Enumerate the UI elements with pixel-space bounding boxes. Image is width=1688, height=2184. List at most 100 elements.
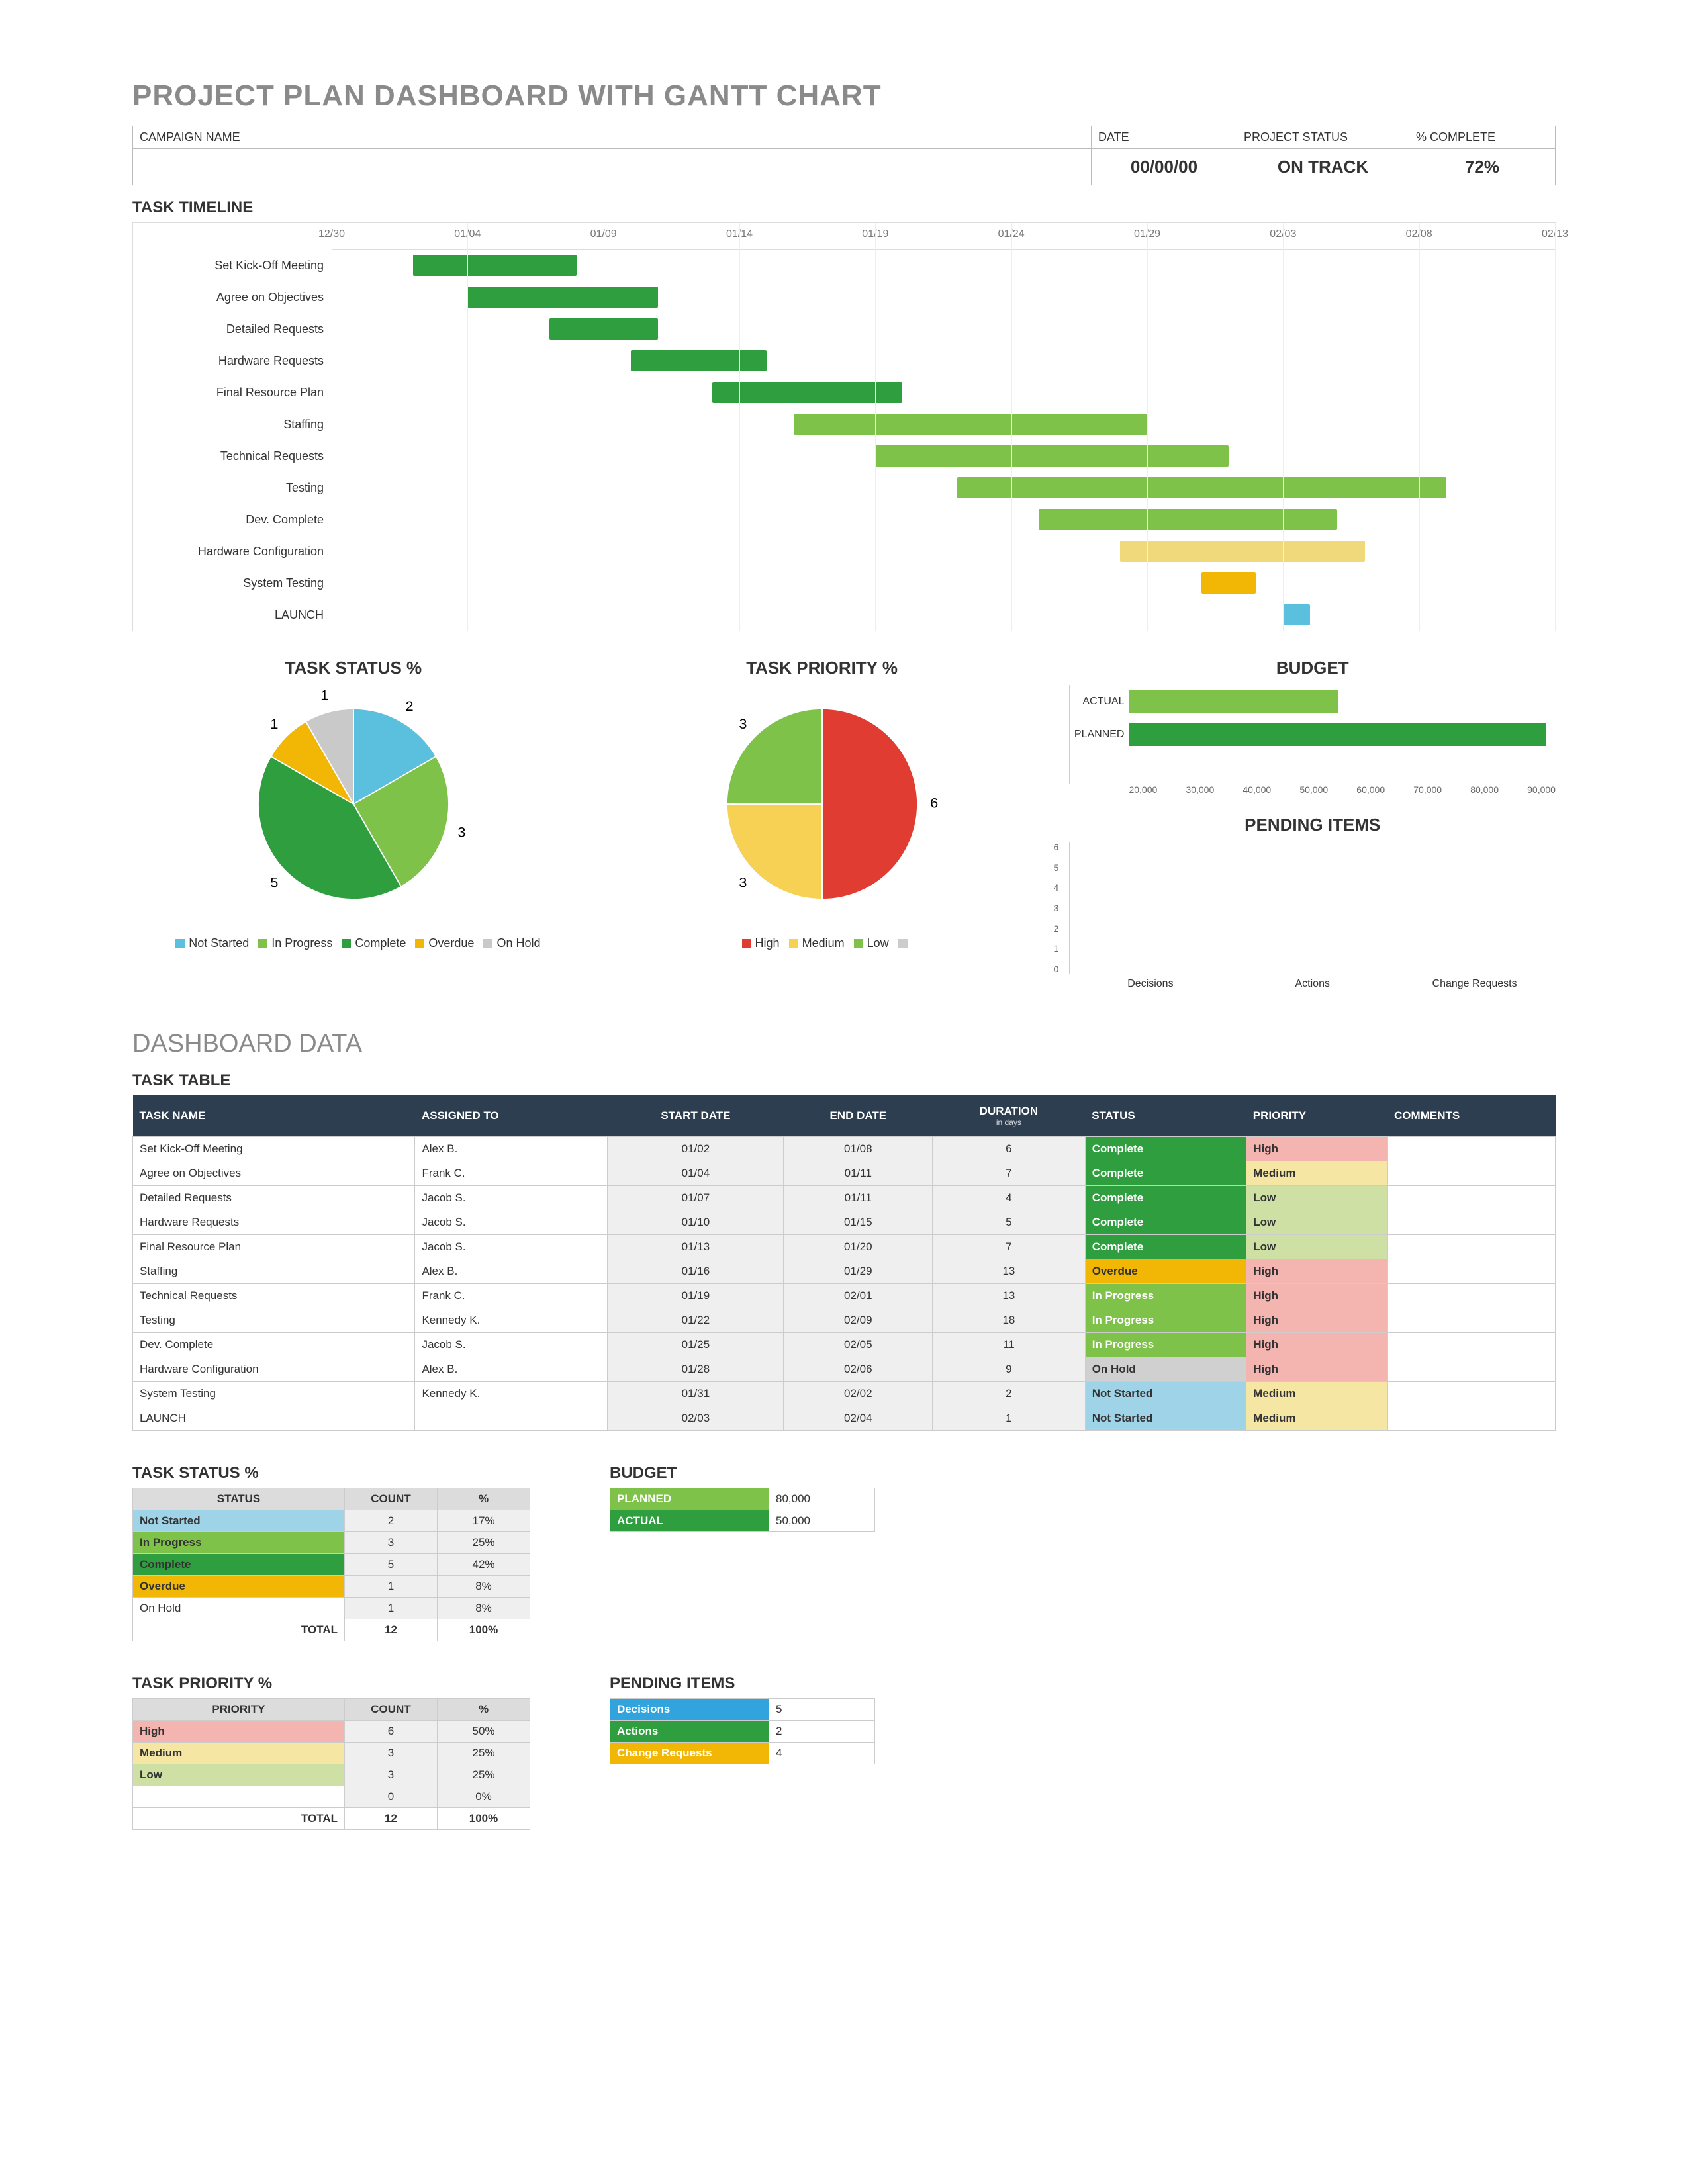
pending-items-table: Decisions5Actions2Change Requests4 [610, 1698, 875, 1764]
legend-label: Complete [355, 936, 406, 950]
gantt-bar[interactable] [413, 255, 576, 276]
table-row[interactable]: Dev. CompleteJacob S.01/2502/0511In Prog… [133, 1333, 1556, 1357]
status-cell: Not Started [1085, 1406, 1246, 1431]
task-status-table: STATUSCOUNT%Not Started217%In Progress32… [132, 1488, 530, 1641]
gantt-bar[interactable] [794, 414, 1147, 435]
table-row: PLANNED80,000 [610, 1488, 875, 1510]
gantt-task-label: System Testing [133, 567, 332, 599]
gantt-bar[interactable] [1039, 509, 1338, 530]
gantt-task-label: Dev. Complete [133, 504, 332, 535]
table-row[interactable]: Technical RequestsFrank C.01/1902/0113In… [133, 1284, 1556, 1308]
budget-x-tick: 50,000 [1299, 784, 1328, 795]
svg-text:3: 3 [739, 874, 747, 890]
svg-text:5: 5 [270, 874, 278, 890]
table-row[interactable]: StaffingAlex B.01/1601/2913OverdueHigh [133, 1259, 1556, 1284]
task-status-pie-chart: TASK STATUS % 23511 Not StartedIn Progre… [132, 658, 575, 990]
project-status-value[interactable]: ON TRACK [1237, 149, 1409, 185]
table-row[interactable]: LAUNCH02/0302/041Not StartedMedium [133, 1406, 1556, 1431]
svg-text:2: 2 [405, 698, 413, 714]
budget-table: PLANNED80,000ACTUAL50,000 [610, 1488, 875, 1532]
legend-swatch [789, 939, 798, 948]
table-row: Low325% [133, 1764, 530, 1786]
table-row[interactable]: Final Resource PlanJacob S.01/1301/207Co… [133, 1235, 1556, 1259]
status-cell: Complete [1085, 1161, 1246, 1186]
budget-bar[interactable] [1129, 690, 1337, 713]
date-value[interactable]: 00/00/00 [1092, 149, 1237, 185]
budget-x-tick: 30,000 [1186, 784, 1214, 795]
legend-label: Not Started [189, 936, 249, 950]
task-priority-legend: HighMediumLow [601, 934, 1043, 953]
table-row[interactable]: Agree on ObjectivesFrank C.01/0401/117Co… [133, 1161, 1556, 1186]
page-title: PROJECT PLAN DASHBOARD WITH GANTT CHART [132, 79, 1556, 113]
gantt-task-label: Staffing [133, 408, 332, 440]
status-cell: Complete [1085, 1186, 1246, 1210]
percent-complete-label: % COMPLETE [1409, 126, 1555, 149]
priority-cell: High [1246, 1333, 1387, 1357]
task-priority-table-title: TASK PRIORITY % [132, 1674, 530, 1693]
budget-bar[interactable] [1129, 723, 1546, 746]
table-row: Overdue18% [133, 1576, 530, 1598]
gantt-bar[interactable] [1201, 572, 1256, 594]
gantt-title: TASK TIMELINE [132, 199, 1556, 217]
table-row: Not Started217% [133, 1510, 530, 1532]
gantt-bar[interactable] [1283, 604, 1310, 625]
status-cell: Complete [1085, 1235, 1246, 1259]
table-row: High650% [133, 1721, 530, 1743]
priority-cell: Low [1246, 1235, 1387, 1259]
status-cell: Complete [1085, 1137, 1246, 1161]
table-row[interactable]: Hardware ConfigurationAlex B.01/2802/069… [133, 1357, 1556, 1382]
gantt-task-label: Final Resource Plan [133, 377, 332, 408]
gantt-task-label: Hardware Requests [133, 345, 332, 377]
status-cell: In Progress [1085, 1308, 1246, 1333]
legend-label: Low [867, 936, 889, 950]
legend-label: On Hold [496, 936, 540, 950]
gantt-bar[interactable] [1120, 541, 1365, 562]
pending-x-label: Change Requests [1407, 978, 1542, 990]
gantt-bar[interactable] [467, 287, 657, 308]
gantt-bar[interactable] [957, 477, 1446, 498]
task-table-header: TASK NAME [133, 1095, 415, 1137]
status-cell: In Progress [1085, 1284, 1246, 1308]
table-row[interactable]: Hardware RequestsJacob S.01/1001/155Comp… [133, 1210, 1556, 1235]
gantt-bar[interactable] [875, 445, 1229, 467]
legend-swatch [175, 939, 185, 948]
budget-table-title: BUDGET [610, 1464, 875, 1482]
campaign-name-value[interactable] [133, 149, 1091, 185]
pending-table-title: PENDING ITEMS [610, 1674, 875, 1693]
svg-text:1: 1 [270, 715, 278, 732]
table-row: Actions2 [610, 1721, 875, 1743]
pending-items-chart [1069, 842, 1556, 974]
task-table: TASK NAMEASSIGNED TOSTART DATEEND DATEDU… [132, 1095, 1556, 1431]
pie-slice[interactable] [822, 709, 917, 899]
table-row[interactable]: System TestingKennedy K.01/3102/022Not S… [133, 1382, 1556, 1406]
table-row: Decisions5 [610, 1699, 875, 1721]
task-priority-pie-chart: TASK PRIORITY % 633 HighMediumLow [601, 658, 1043, 990]
task-table-header: END DATE [784, 1095, 933, 1137]
gantt-task-label: Agree on Objectives [133, 281, 332, 313]
date-label: DATE [1092, 126, 1237, 149]
legend-swatch [742, 939, 751, 948]
budget-x-tick: 60,000 [1356, 784, 1385, 795]
dashboard-data-title: DASHBOARD DATA [132, 1030, 1556, 1058]
gantt-bar[interactable] [712, 382, 902, 403]
campaign-name-label: CAMPAIGN NAME [133, 126, 1091, 149]
legend-label: High [755, 936, 780, 950]
task-status-legend: Not StartedIn ProgressCompleteOverdueOn … [132, 934, 575, 953]
legend-swatch [898, 939, 908, 948]
status-cell: Not Started [1085, 1382, 1246, 1406]
svg-text:3: 3 [739, 715, 747, 732]
priority-cell: High [1246, 1284, 1387, 1308]
budget-x-tick: 80,000 [1470, 784, 1499, 795]
table-row[interactable]: TestingKennedy K.01/2202/0918In Progress… [133, 1308, 1556, 1333]
gantt-chart: Set Kick-Off MeetingAgree on ObjectivesD… [132, 222, 1556, 631]
table-row[interactable]: Set Kick-Off MeetingAlex B.01/0201/086Co… [133, 1137, 1556, 1161]
percent-complete-cell: % COMPLETE 72% [1409, 126, 1555, 185]
budget-x-tick: 70,000 [1413, 784, 1442, 795]
budget-chart-title: BUDGET [1069, 658, 1556, 678]
gantt-task-label: Detailed Requests [133, 313, 332, 345]
budget-bar-label: ACTUAL [1070, 696, 1129, 707]
gantt-bar[interactable] [631, 350, 767, 371]
budget-x-tick: 40,000 [1243, 784, 1271, 795]
table-row[interactable]: Detailed RequestsJacob S.01/0701/114Comp… [133, 1186, 1556, 1210]
table-row: Change Requests4 [610, 1743, 875, 1764]
